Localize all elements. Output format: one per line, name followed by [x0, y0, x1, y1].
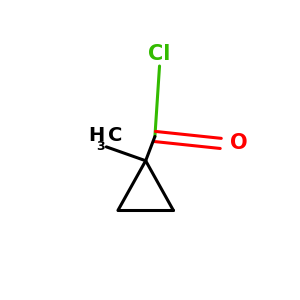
Text: O: O — [230, 134, 247, 153]
Text: Cl: Cl — [148, 44, 171, 64]
Text: H: H — [88, 126, 104, 145]
Text: 3: 3 — [97, 140, 105, 153]
Text: C: C — [108, 126, 122, 145]
